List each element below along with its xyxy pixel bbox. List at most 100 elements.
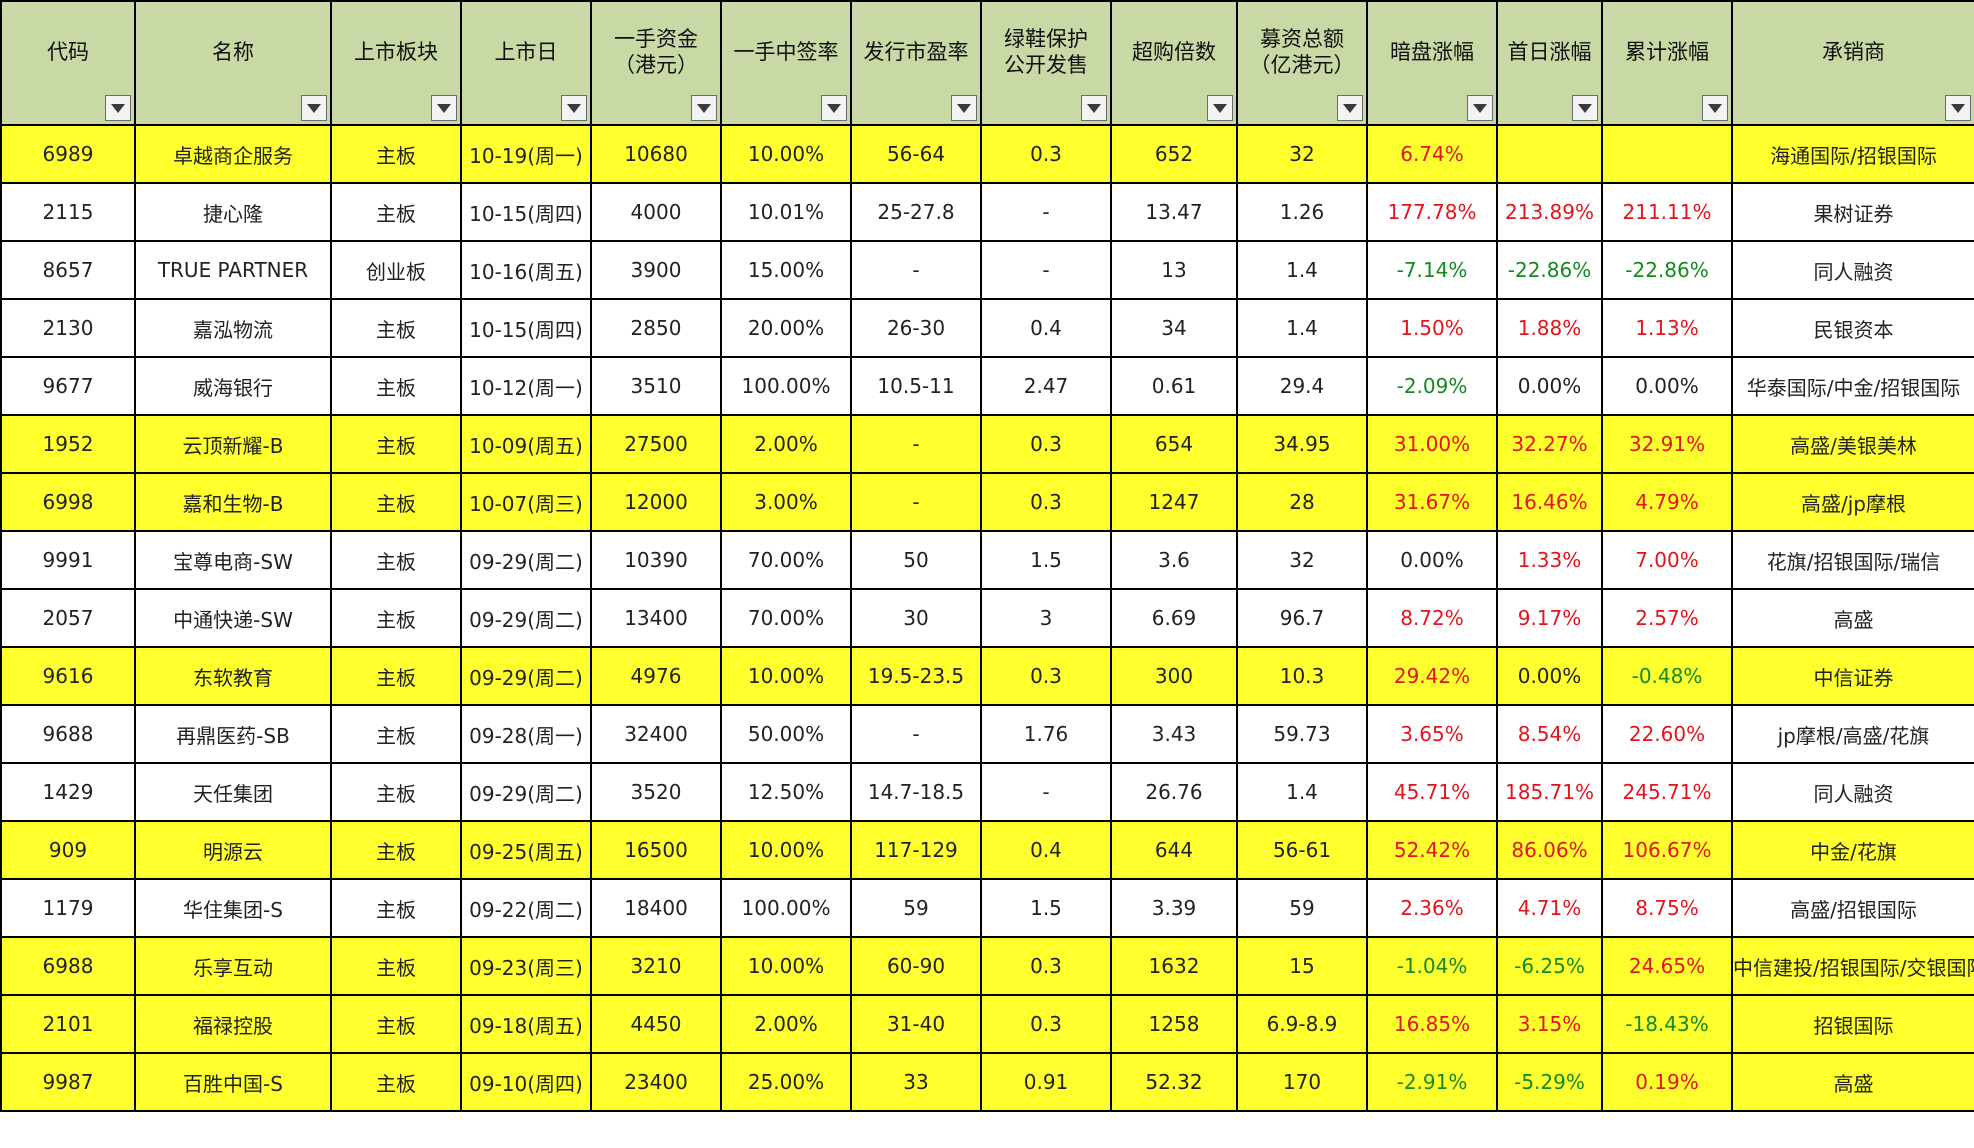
cell-board[interactable]: 主板 (330, 994, 462, 1054)
cell-code[interactable]: 6998 (0, 472, 136, 532)
cell-oversub[interactable]: 52.32 (1110, 1052, 1238, 1112)
cell-date[interactable]: 10-15(周四) (460, 298, 592, 358)
cell-pe[interactable]: - (850, 240, 982, 300)
cell-grey[interactable]: 177.78% (1366, 182, 1498, 242)
cell-grey[interactable]: 29.42% (1366, 646, 1498, 706)
cell-name[interactable]: 百胜中国-S (134, 1052, 332, 1112)
cell-oversub[interactable]: 6.69 (1110, 588, 1238, 648)
cell-code[interactable]: 6989 (0, 124, 136, 184)
cell-lot_capital[interactable]: 18400 (590, 878, 722, 938)
cell-oversub[interactable]: 26.76 (1110, 762, 1238, 822)
cell-pe[interactable]: 14.7-18.5 (850, 762, 982, 822)
cell-board[interactable]: 主板 (330, 762, 462, 822)
cell-cumulative[interactable]: -22.86% (1601, 240, 1733, 300)
cell-win_rate[interactable]: 12.50% (720, 762, 852, 822)
cell-greenshoe[interactable]: 0.3 (980, 646, 1112, 706)
cell-date[interactable]: 10-15(周四) (460, 182, 592, 242)
cell-pe[interactable]: - (850, 414, 982, 474)
cell-lot_capital[interactable]: 3900 (590, 240, 722, 300)
cell-underwriter[interactable]: 高盛 (1731, 588, 1974, 648)
cell-board[interactable]: 创业板 (330, 240, 462, 300)
cell-code[interactable]: 909 (0, 820, 136, 880)
cell-cumulative[interactable]: 106.67% (1601, 820, 1733, 880)
cell-oversub[interactable]: 1247 (1110, 472, 1238, 532)
cell-oversub[interactable]: 34 (1110, 298, 1238, 358)
filter-dropdown-button[interactable] (561, 95, 587, 121)
cell-lot_capital[interactable]: 13400 (590, 588, 722, 648)
cell-first_day[interactable]: -6.25% (1496, 936, 1603, 996)
filter-dropdown-button[interactable] (1572, 95, 1598, 121)
cell-greenshoe[interactable]: 1.5 (980, 878, 1112, 938)
cell-win_rate[interactable]: 2.00% (720, 994, 852, 1054)
cell-first_day[interactable] (1496, 124, 1603, 184)
cell-name[interactable]: 嘉泓物流 (134, 298, 332, 358)
cell-greenshoe[interactable]: 0.3 (980, 124, 1112, 184)
cell-win_rate[interactable]: 100.00% (720, 878, 852, 938)
cell-pe[interactable]: 60-90 (850, 936, 982, 996)
cell-date[interactable]: 09-10(周四) (460, 1052, 592, 1112)
cell-pe[interactable]: - (850, 472, 982, 532)
cell-code[interactable]: 1179 (0, 878, 136, 938)
cell-cumulative[interactable]: 4.79% (1601, 472, 1733, 532)
cell-oversub[interactable]: 1258 (1110, 994, 1238, 1054)
cell-date[interactable]: 10-19(周一) (460, 124, 592, 184)
cell-code[interactable]: 8657 (0, 240, 136, 300)
cell-first_day[interactable]: 1.33% (1496, 530, 1603, 590)
cell-first_day[interactable]: 1.88% (1496, 298, 1603, 358)
cell-win_rate[interactable]: 2.00% (720, 414, 852, 474)
cell-oversub[interactable]: 654 (1110, 414, 1238, 474)
cell-date[interactable]: 09-23(周三) (460, 936, 592, 996)
cell-name[interactable]: 天任集团 (134, 762, 332, 822)
cell-first_day[interactable]: 3.15% (1496, 994, 1603, 1054)
cell-date[interactable]: 09-25(周五) (460, 820, 592, 880)
cell-underwriter[interactable]: 中信建投/招银国际/交银国际 (1731, 936, 1974, 996)
cell-win_rate[interactable]: 10.00% (720, 646, 852, 706)
cell-grey[interactable]: 8.72% (1366, 588, 1498, 648)
cell-greenshoe[interactable]: 3 (980, 588, 1112, 648)
cell-name[interactable]: 明源云 (134, 820, 332, 880)
cell-greenshoe[interactable]: - (980, 240, 1112, 300)
cell-code[interactable]: 2057 (0, 588, 136, 648)
cell-cumulative[interactable]: 2.57% (1601, 588, 1733, 648)
cell-grey[interactable]: 52.42% (1366, 820, 1498, 880)
cell-cumulative[interactable]: 211.11% (1601, 182, 1733, 242)
cell-board[interactable]: 主板 (330, 356, 462, 416)
cell-board[interactable]: 主板 (330, 530, 462, 590)
cell-cumulative[interactable]: 22.60% (1601, 704, 1733, 764)
cell-greenshoe[interactable]: 1.76 (980, 704, 1112, 764)
cell-underwriter[interactable]: 海通国际/招银国际 (1731, 124, 1974, 184)
cell-first_day[interactable]: 16.46% (1496, 472, 1603, 532)
cell-pe[interactable]: 50 (850, 530, 982, 590)
cell-oversub[interactable]: 13 (1110, 240, 1238, 300)
cell-code[interactable]: 9688 (0, 704, 136, 764)
cell-pe[interactable]: 117-129 (850, 820, 982, 880)
cell-raised[interactable]: 29.4 (1236, 356, 1368, 416)
cell-underwriter[interactable]: 果树证券 (1731, 182, 1974, 242)
cell-raised[interactable]: 1.4 (1236, 298, 1368, 358)
cell-first_day[interactable]: 0.00% (1496, 646, 1603, 706)
cell-code[interactable]: 2115 (0, 182, 136, 242)
cell-first_day[interactable]: 86.06% (1496, 820, 1603, 880)
cell-raised[interactable]: 28 (1236, 472, 1368, 532)
cell-grey[interactable]: 31.67% (1366, 472, 1498, 532)
cell-lot_capital[interactable]: 3210 (590, 936, 722, 996)
cell-raised[interactable]: 32 (1236, 530, 1368, 590)
cell-pe[interactable]: 10.5-11 (850, 356, 982, 416)
filter-dropdown-button[interactable] (105, 95, 131, 121)
cell-first_day[interactable]: 0.00% (1496, 356, 1603, 416)
cell-name[interactable]: 东软教育 (134, 646, 332, 706)
cell-raised[interactable]: 59.73 (1236, 704, 1368, 764)
cell-pe[interactable]: - (850, 704, 982, 764)
cell-name[interactable]: 嘉和生物-B (134, 472, 332, 532)
cell-date[interactable]: 09-29(周二) (460, 530, 592, 590)
cell-lot_capital[interactable]: 3520 (590, 762, 722, 822)
cell-raised[interactable]: 1.26 (1236, 182, 1368, 242)
cell-oversub[interactable]: 3.6 (1110, 530, 1238, 590)
cell-greenshoe[interactable]: - (980, 182, 1112, 242)
cell-underwriter[interactable]: 高盛 (1731, 1052, 1974, 1112)
cell-underwriter[interactable]: jp摩根/高盛/花旗 (1731, 704, 1974, 764)
cell-board[interactable]: 主板 (330, 182, 462, 242)
cell-raised[interactable]: 170 (1236, 1052, 1368, 1112)
cell-win_rate[interactable]: 50.00% (720, 704, 852, 764)
cell-code[interactable]: 6988 (0, 936, 136, 996)
